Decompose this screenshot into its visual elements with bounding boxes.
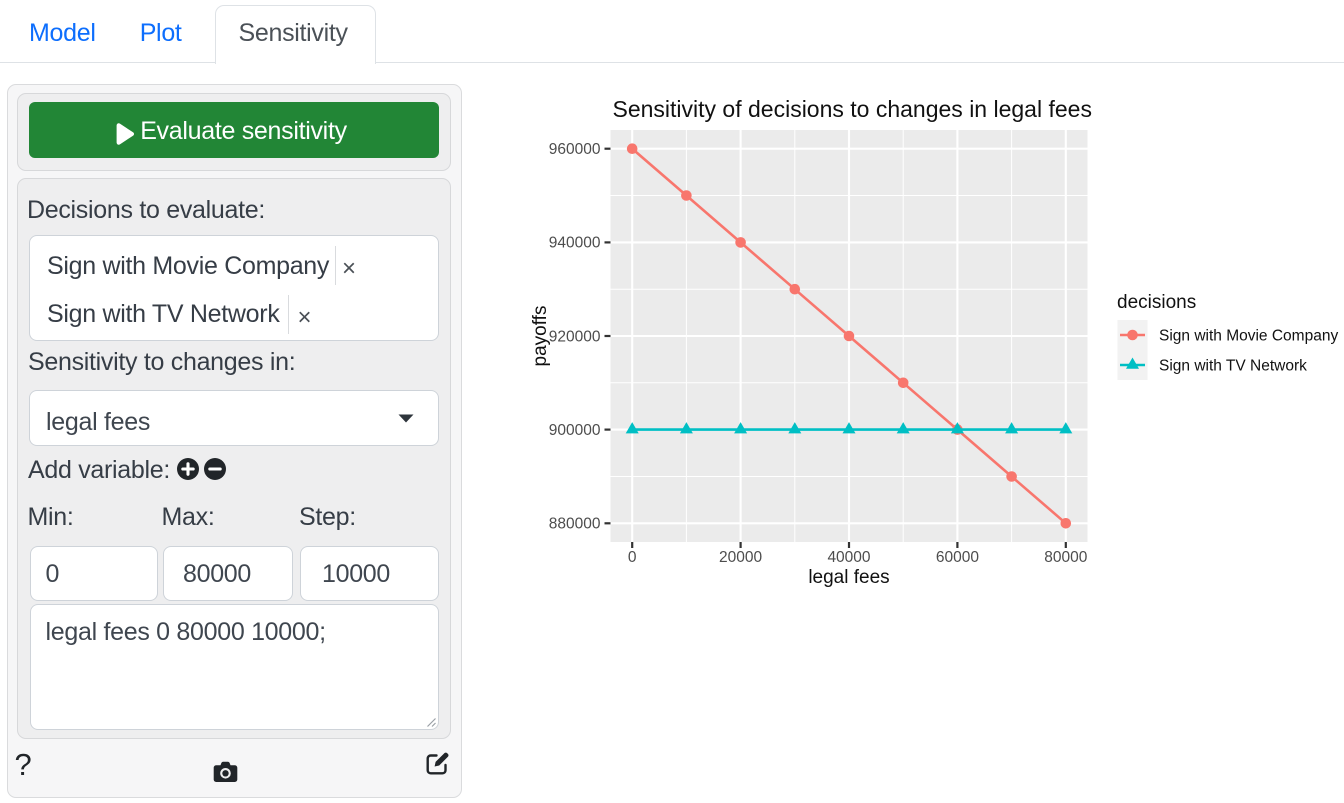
svg-text:decisions: decisions <box>1117 292 1196 313</box>
svg-text:960000: 960000 <box>549 141 601 158</box>
svg-text:880000: 880000 <box>549 516 601 533</box>
svg-text:0: 0 <box>628 549 637 566</box>
svg-text:60000: 60000 <box>936 549 979 566</box>
svg-text:Sign with Movie Company: Sign with Movie Company <box>1159 328 1338 345</box>
svg-text:940000: 940000 <box>549 235 601 252</box>
svg-text:900000: 900000 <box>549 422 601 439</box>
svg-text:80000: 80000 <box>1044 549 1087 566</box>
svg-text:40000: 40000 <box>827 549 870 566</box>
svg-text:legal fees: legal fees <box>808 567 889 588</box>
svg-text:Sign with TV Network: Sign with TV Network <box>1159 358 1307 375</box>
svg-text:Sensitivity of decisions to ch: Sensitivity of decisions to changes in l… <box>613 96 1092 122</box>
svg-text:920000: 920000 <box>549 328 601 345</box>
svg-text:payoffs: payoffs <box>530 306 551 367</box>
svg-text:20000: 20000 <box>719 549 762 566</box>
